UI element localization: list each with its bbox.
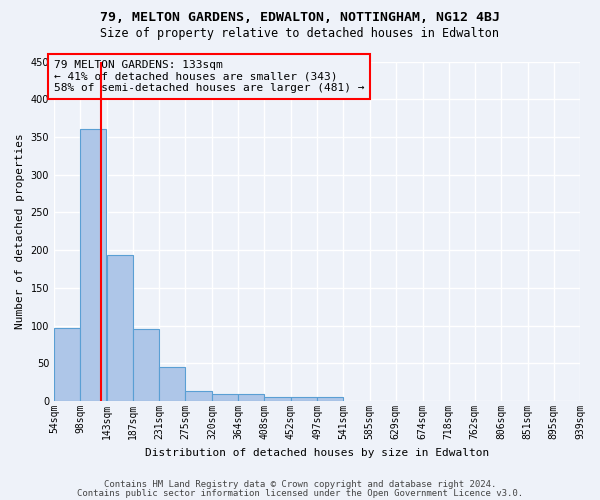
Bar: [54, 328, 80, 401]
Bar: [212, 394, 238, 401]
Bar: [185, 390, 212, 401]
Bar: [159, 367, 185, 401]
Bar: [133, 330, 159, 401]
Bar: [265, 396, 290, 401]
Bar: [238, 394, 265, 401]
Text: Size of property relative to detached houses in Edwalton: Size of property relative to detached ho…: [101, 28, 499, 40]
Bar: [317, 398, 343, 401]
X-axis label: Distribution of detached houses by size in Edwalton: Distribution of detached houses by size …: [145, 448, 489, 458]
Text: Contains public sector information licensed under the Open Government Licence v3: Contains public sector information licen…: [77, 488, 523, 498]
Text: 79 MELTON GARDENS: 133sqm
← 41% of detached houses are smaller (343)
58% of semi: 79 MELTON GARDENS: 133sqm ← 41% of detac…: [54, 60, 365, 93]
Y-axis label: Number of detached properties: Number of detached properties: [15, 134, 25, 329]
Text: 79, MELTON GARDENS, EDWALTON, NOTTINGHAM, NG12 4BJ: 79, MELTON GARDENS, EDWALTON, NOTTINGHAM…: [100, 11, 500, 24]
Bar: [107, 256, 133, 401]
Bar: [290, 398, 317, 401]
Bar: [80, 130, 106, 401]
Text: Contains HM Land Registry data © Crown copyright and database right 2024.: Contains HM Land Registry data © Crown c…: [104, 480, 496, 489]
